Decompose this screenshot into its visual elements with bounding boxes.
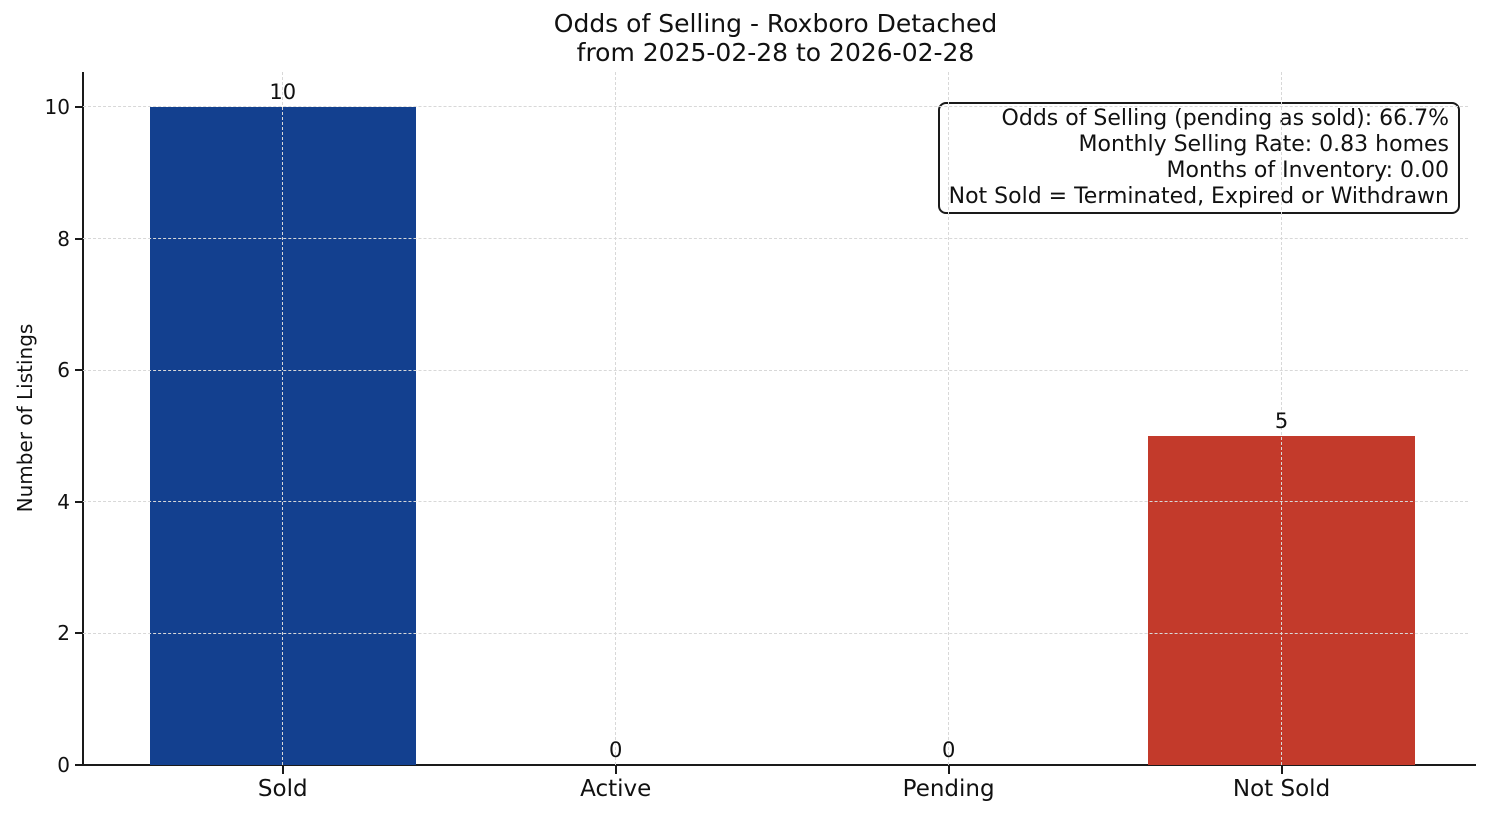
y-tick-2: [75, 632, 83, 635]
y-tick-label-4: 4: [57, 489, 70, 514]
y-axis-spine: [82, 72, 84, 766]
h-gridline-8: [83, 238, 1468, 239]
x-tick-label-pending: Pending: [902, 776, 995, 802]
annotation-line-odds-of-selling: Odds of Selling (pending as sold): 66.7%: [1001, 106, 1449, 131]
y-tick-6: [75, 369, 83, 372]
h-gridline-4: [83, 501, 1468, 503]
bar-value-label-sold: 10: [269, 79, 297, 104]
x-tick-sold: [281, 765, 284, 774]
bar-value-label-active: 0: [609, 738, 623, 762]
y-tick-label-10: 10: [44, 94, 70, 119]
y-tick-4: [75, 500, 83, 503]
h-gridline-2: [83, 632, 1468, 634]
h-gridline-10: [83, 106, 1468, 108]
y-tick-label-2: 2: [57, 621, 70, 646]
x-tick-label-not-sold: Not Sold: [1232, 776, 1331, 802]
y-tick-0: [75, 764, 83, 766]
y-tick-label-8: 8: [57, 226, 70, 251]
chart-title: Odds of Selling - Roxboro Detached from …: [83, 9, 1468, 67]
annotation-line-monthly-selling-rate: Monthly Selling Rate: 0.83 homes: [1078, 132, 1449, 157]
x-tick-not-sold: [1280, 765, 1283, 774]
v-gridline-active: [615, 72, 617, 765]
v-gridline-pending: [948, 72, 950, 765]
annotation-line-months-of-inventory: Months of Inventory: 0.00: [1166, 158, 1449, 183]
x-axis-spine: [82, 764, 1476, 766]
y-tick-10: [75, 105, 83, 108]
y-tick-8: [75, 237, 83, 240]
x-tick-pending: [947, 765, 950, 774]
v-gridline-not-sold: [1281, 72, 1283, 765]
x-tick-label-sold: Sold: [257, 776, 308, 802]
y-tick-label-0: 0: [57, 753, 70, 777]
chart-title-line1: Odds of Selling - Roxboro Detached: [553, 9, 998, 38]
y-tick-label-6: 6: [57, 358, 70, 383]
stats-annotation-box: Odds of Selling (pending as sold): 66.7%…: [937, 102, 1460, 214]
annotation-line-not-sold-definition: Not Sold = Terminated, Expired or Withdr…: [948, 184, 1449, 209]
chart-title-line2: from 2025-02-28 to 2026-02-28: [576, 38, 975, 67]
x-tick-active: [614, 765, 617, 774]
x-tick-label-active: Active: [580, 776, 652, 802]
h-gridline-6: [83, 369, 1468, 371]
bar-value-label-not-sold: 5: [1274, 408, 1289, 433]
v-gridline-sold: [282, 72, 284, 765]
bar-value-label-pending: 0: [941, 738, 956, 762]
